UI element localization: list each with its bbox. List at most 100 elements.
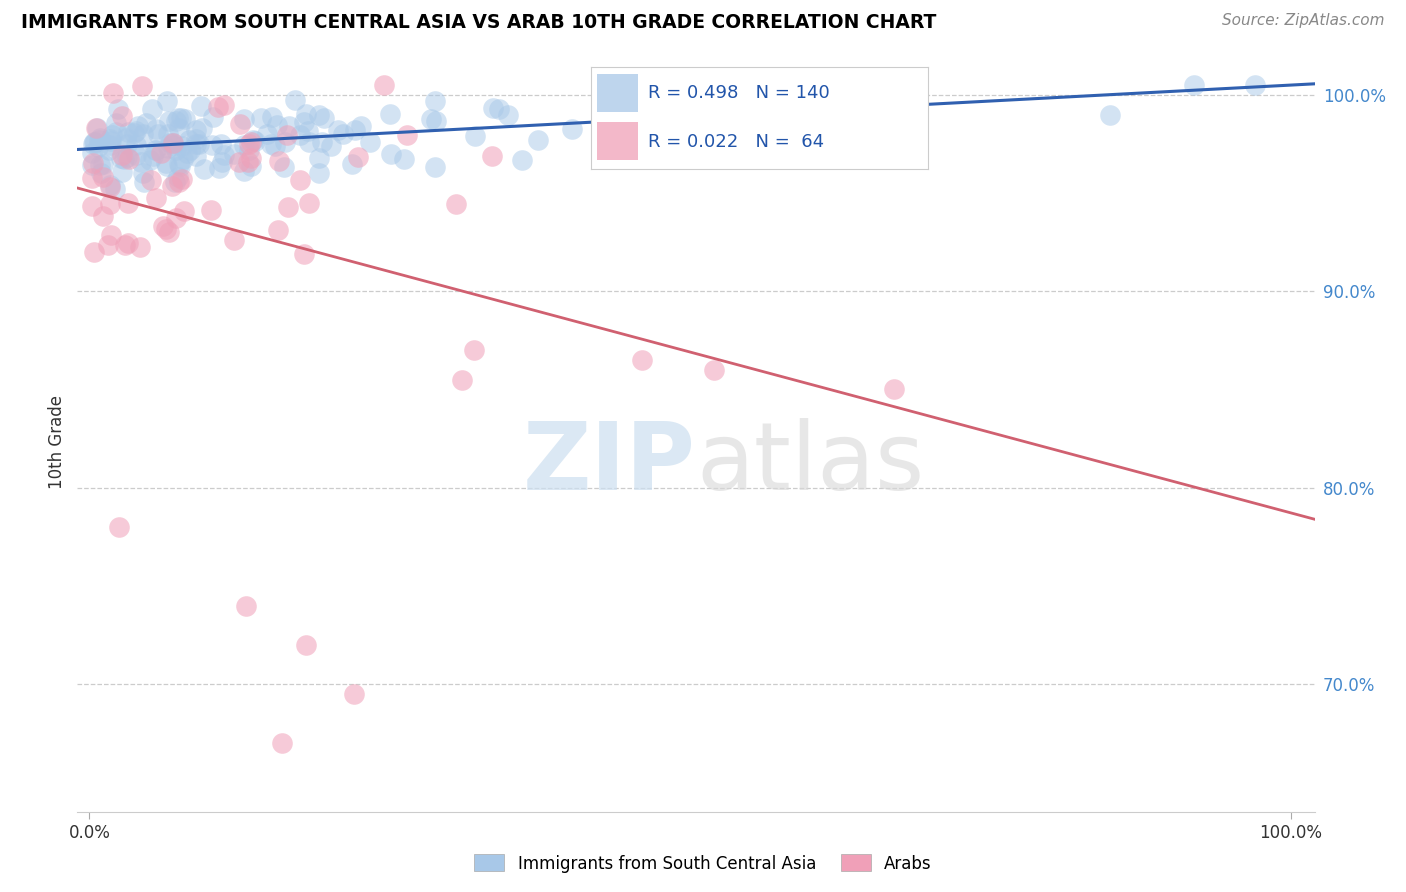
Point xyxy=(188,137,211,152)
Point xyxy=(159,136,181,150)
Point xyxy=(132,175,155,189)
Point xyxy=(128,240,150,254)
Point xyxy=(91,210,114,224)
Point xyxy=(117,236,139,251)
Point xyxy=(561,121,583,136)
Point xyxy=(131,127,153,141)
Point xyxy=(165,113,187,128)
Point xyxy=(233,112,256,126)
Point xyxy=(111,148,134,162)
Point xyxy=(98,178,121,192)
Point xyxy=(250,112,273,126)
Point xyxy=(425,114,447,128)
Point xyxy=(238,155,260,169)
Point xyxy=(141,103,163,117)
Point xyxy=(233,138,256,153)
Point xyxy=(190,120,212,135)
Point xyxy=(267,153,290,168)
Point xyxy=(100,228,122,243)
Point xyxy=(86,121,108,136)
Point xyxy=(142,149,165,163)
Point xyxy=(332,127,354,141)
Point xyxy=(212,98,235,112)
Point xyxy=(738,105,761,120)
Point xyxy=(159,113,181,128)
Point xyxy=(115,137,138,152)
Point xyxy=(167,120,190,135)
Point xyxy=(80,145,103,160)
Point xyxy=(326,122,349,136)
Point xyxy=(111,165,134,179)
Point xyxy=(373,78,395,92)
Point xyxy=(340,157,363,171)
Point xyxy=(260,136,283,151)
Point xyxy=(98,143,121,157)
Point xyxy=(308,108,330,122)
Point xyxy=(104,182,127,196)
Point xyxy=(238,143,260,157)
Point xyxy=(176,145,198,160)
Point xyxy=(129,154,152,169)
Point xyxy=(201,110,224,124)
Point xyxy=(200,202,222,217)
Point xyxy=(208,161,231,175)
Point xyxy=(97,237,120,252)
Point xyxy=(145,191,167,205)
Point xyxy=(240,151,263,165)
Point xyxy=(240,159,263,173)
Point xyxy=(1243,78,1265,92)
Point xyxy=(98,132,121,146)
Point xyxy=(84,121,107,136)
Point xyxy=(139,153,162,167)
Point xyxy=(89,158,111,172)
Point xyxy=(83,135,105,149)
Point xyxy=(481,101,503,115)
Point xyxy=(229,117,252,131)
Point xyxy=(350,119,373,133)
Point xyxy=(172,139,194,153)
Point xyxy=(224,146,246,161)
Point xyxy=(392,152,415,166)
Point xyxy=(297,124,319,138)
Point xyxy=(297,196,319,211)
Point xyxy=(125,124,148,138)
Point xyxy=(172,171,194,186)
Point xyxy=(148,127,170,141)
Point xyxy=(450,373,472,387)
Point xyxy=(270,736,292,750)
FancyBboxPatch shape xyxy=(598,122,638,161)
Point xyxy=(82,136,104,151)
Point xyxy=(80,199,103,213)
Point xyxy=(155,95,177,109)
Point xyxy=(273,135,295,149)
Point xyxy=(359,135,381,149)
Point xyxy=(124,138,146,153)
Point xyxy=(162,136,184,150)
Point xyxy=(89,131,111,145)
Point xyxy=(139,173,162,187)
Point xyxy=(308,151,330,165)
Point xyxy=(157,127,180,141)
Point xyxy=(319,138,342,153)
Point xyxy=(82,156,104,170)
Point xyxy=(131,79,153,94)
Point xyxy=(496,108,519,122)
Point xyxy=(186,136,208,151)
Point xyxy=(343,123,366,137)
Point xyxy=(86,140,108,154)
Point xyxy=(463,343,485,358)
Point xyxy=(118,152,141,166)
Point xyxy=(162,136,184,150)
Point xyxy=(295,107,318,121)
Point xyxy=(292,246,315,260)
Text: R = 0.498   N = 140: R = 0.498 N = 140 xyxy=(648,84,830,102)
Point xyxy=(174,112,197,127)
Point xyxy=(799,88,821,103)
Point xyxy=(1099,108,1122,122)
Point xyxy=(238,137,260,152)
Point xyxy=(84,135,107,149)
Point xyxy=(155,222,177,236)
Point xyxy=(211,155,233,169)
Point xyxy=(127,119,149,133)
Point xyxy=(135,116,157,130)
